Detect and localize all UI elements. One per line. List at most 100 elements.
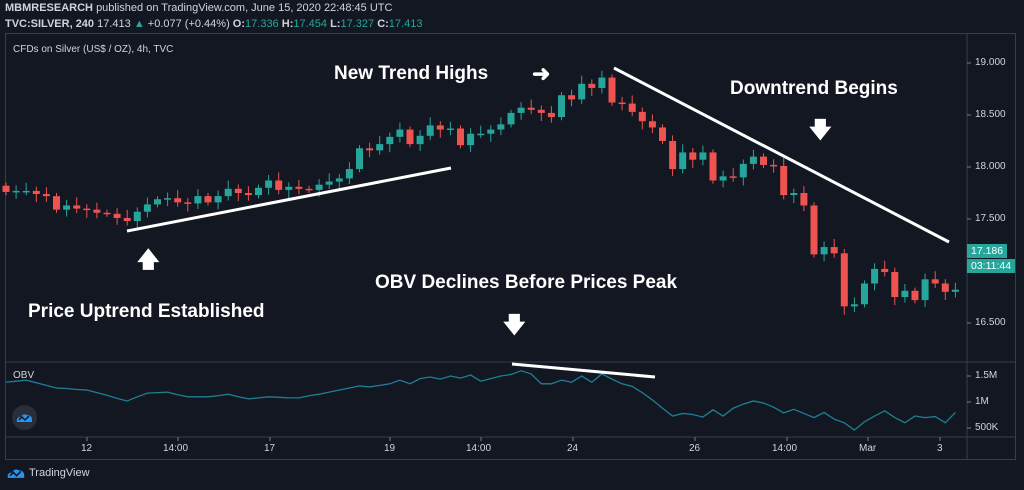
publish-info: MBMRESEARCH published on TradingView.com…: [5, 2, 392, 14]
arrow-right-icon: ➜: [532, 61, 551, 86]
candle-down: [800, 193, 808, 206]
symbol: TVC:SILVER, 240: [5, 18, 95, 30]
low-label: L:: [330, 18, 341, 30]
candle-down: [760, 156, 767, 165]
downtrend-line: [613, 66, 950, 244]
candle-up: [143, 204, 151, 212]
arrow-down-icon: 🡇: [809, 117, 832, 142]
time-tick-label: 19: [384, 443, 396, 454]
open-value: 17.336: [245, 18, 279, 30]
candle-down: [608, 77, 616, 103]
candle-up: [224, 188, 232, 197]
candle-down: [547, 112, 555, 118]
candle-down: [537, 109, 545, 113]
candle-down: [93, 209, 101, 213]
low-value: 17.327: [340, 18, 375, 30]
close-value: 17.413: [388, 18, 423, 30]
publisher-name: MBMRESEARCH: [5, 2, 93, 14]
candle-up: [194, 196, 202, 204]
candle-down: [73, 205, 81, 209]
candle-up: [164, 198, 172, 200]
candle-up: [396, 129, 404, 137]
candle-down: [709, 152, 717, 181]
candle-down: [457, 128, 464, 146]
uptrend-line: [126, 166, 452, 233]
candle-up: [719, 176, 727, 181]
time-tick-label: 14:00: [163, 443, 189, 454]
current-price-label: 17.186: [967, 244, 1008, 258]
candle-down: [618, 102, 626, 105]
candle-up: [133, 211, 141, 222]
candle-up: [951, 289, 959, 292]
candle-down: [568, 95, 576, 100]
candle-down: [588, 83, 596, 88]
candle-down: [648, 121, 656, 128]
time-tick-label: 24: [567, 443, 579, 454]
candle-up: [749, 156, 757, 164]
tradingview-footer[interactable]: TradingView: [6, 467, 90, 479]
tradingview-badge[interactable]: [12, 405, 37, 430]
time-tick-label: 14:00: [466, 443, 492, 454]
obv-tick-label: 1M: [975, 396, 989, 407]
candle-down: [659, 127, 666, 141]
arrow-up-icon: 🡅: [137, 247, 160, 272]
candle-up: [63, 205, 71, 210]
obv-tick-label: 1.5M: [975, 370, 998, 381]
candle-down: [53, 196, 60, 210]
candle-up: [214, 196, 222, 203]
open-label: O:: [232, 18, 246, 30]
candle-down: [42, 194, 50, 197]
candle-up: [467, 133, 475, 146]
candle-down: [638, 111, 646, 122]
candle-down: [305, 188, 313, 191]
candle-up: [416, 135, 424, 145]
candle-up: [850, 304, 858, 307]
candle-up: [22, 190, 30, 193]
candle-down: [527, 107, 535, 110]
candle-up: [871, 268, 879, 284]
high-label: H:: [281, 18, 294, 30]
time-tick-label: 17: [264, 443, 276, 454]
candle-up: [790, 193, 798, 196]
candle-down: [184, 202, 192, 204]
obv-line: [5, 370, 956, 431]
candle-down: [891, 272, 899, 297]
candle-up: [315, 184, 323, 190]
candle-up: [739, 163, 747, 178]
candle-down: [830, 247, 838, 254]
candle-down: [244, 193, 252, 196]
last-price: 17.413: [97, 18, 131, 30]
candle-up: [487, 129, 495, 134]
candle-up: [679, 152, 687, 170]
chart-frame: [5, 33, 1016, 460]
time-tick-label: 12: [81, 443, 93, 454]
candle-down: [204, 196, 212, 203]
candle-up: [901, 290, 909, 297]
candle-up: [335, 178, 343, 182]
candle-up: [345, 169, 353, 179]
candle-up: [598, 77, 606, 88]
candle-down: [729, 176, 737, 178]
candle-down: [436, 125, 444, 130]
high-value: 17.454: [293, 18, 328, 30]
candle-down: [83, 208, 91, 211]
countdown-label: 03:11:44: [967, 259, 1016, 273]
candle-up: [446, 128, 454, 131]
candle-up: [477, 133, 485, 136]
candle-down: [2, 185, 10, 192]
price-tick-label: 16.500: [975, 317, 1006, 328]
obv-indicator-label[interactable]: OBV: [13, 370, 35, 381]
candle-down: [366, 148, 374, 151]
symbol-info: TVC:SILVER, 240 17.413 ▲ +0.077 (+0.44%)…: [5, 18, 422, 30]
candle-up: [699, 152, 707, 160]
published-text: published on TradingView.com, June 15, 2…: [96, 2, 393, 14]
time-tick-label: 26: [689, 443, 701, 454]
candle-up: [285, 186, 293, 190]
candle-down: [840, 253, 848, 307]
up-triangle-icon: ▲: [133, 18, 145, 30]
annotation-downtrend-begins: Downtrend Begins: [730, 78, 898, 99]
time-tick-label: 14:00: [772, 443, 798, 454]
time-tick-label: 3: [937, 443, 943, 454]
footer-brand: TradingView: [29, 467, 90, 479]
